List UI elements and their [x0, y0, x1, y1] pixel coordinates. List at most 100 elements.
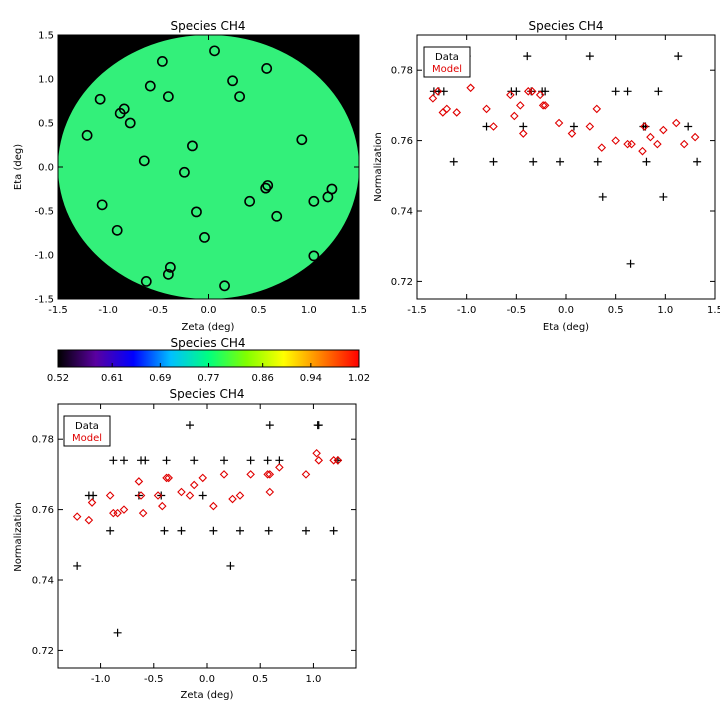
map-detector-circle [234, 91, 246, 102]
eta-data-point [569, 122, 578, 131]
eta-model-point [535, 90, 545, 100]
eta-data-point [623, 87, 632, 96]
map-detector-circle [96, 199, 108, 211]
eta-ticks: -1.5 -1.0 -0.5 0.0 0.5 1.0 1.5 0.72 0.74 0.76 0.78 [391, 35, 720, 316]
map-detector-circle [219, 280, 230, 292]
eta-model-point [653, 139, 662, 149]
eta-model-point [679, 139, 689, 149]
eta-model-point [554, 118, 564, 128]
zeta-data-point [209, 526, 218, 535]
zeta-model-point [119, 505, 129, 514]
eta-model-point [597, 143, 607, 152]
eta-data-point [659, 192, 668, 201]
eta-model-point [489, 122, 498, 131]
zeta-data-point [329, 526, 338, 535]
map-points [81, 45, 338, 292]
eta-data-point [489, 157, 498, 166]
zeta-data-point [73, 561, 82, 570]
eta-model-point [506, 90, 515, 100]
eta-model-point [510, 111, 519, 121]
map-detector-circle [308, 195, 320, 207]
map-detector-circle [138, 155, 150, 167]
eta-data-point [523, 52, 532, 61]
zeta-xtick-label: 0.5 [252, 674, 268, 685]
map-x-label: Zeta (deg) [182, 322, 235, 333]
zeta-model-point [246, 470, 255, 479]
eta-model-point [482, 104, 491, 114]
eta-data-point [556, 157, 565, 166]
zeta-model-point [177, 487, 186, 497]
map-ytick-label: -1.5 [34, 295, 54, 306]
zeta-data-point [160, 526, 169, 535]
zeta-data-point [109, 456, 118, 465]
eta-model-point [540, 101, 550, 110]
map-detector-circle [179, 166, 190, 178]
eta-points [428, 52, 702, 268]
eta-ytick-label: 0.76 [391, 136, 413, 147]
zeta-x-label: Zeta (deg) [181, 690, 234, 701]
eta-model-point [671, 118, 681, 128]
map-detector-circle [199, 231, 210, 243]
zeta-data-point [265, 421, 274, 430]
map-ytick-label: -1.0 [34, 251, 54, 262]
map-detector-circle [162, 91, 174, 102]
map-ytick-label: -0.5 [34, 207, 54, 218]
zeta-data-point [141, 456, 150, 465]
map-field-disc [58, 35, 359, 299]
colorbar-tick-label: 0.77 [197, 373, 219, 384]
map-detector-circle [191, 206, 202, 218]
eta-model-point [428, 94, 438, 103]
map-xtick-label: 0.5 [251, 305, 267, 316]
zeta-model-point [185, 491, 195, 500]
zeta-data-point [220, 456, 229, 465]
colorbar-ticks: 0.52 0.61 0.69 0.77 0.86 0.94 1.02 [47, 363, 370, 384]
zeta-model-point [265, 470, 275, 479]
eta-model-point [538, 101, 548, 110]
map-panel: -1.5 -1.0 -0.5 0.0 0.5 1.0 1.5 -1.5 -1.0 -0.5 0.0 0… [13, 19, 367, 333]
eta-data-point [529, 157, 538, 166]
zeta-model-point [72, 512, 82, 521]
map-xtick-label: 1.0 [301, 305, 317, 316]
colorbar-tick-label: 0.94 [300, 373, 322, 384]
zeta-ytick-label: 0.76 [32, 505, 54, 516]
eta-data-point [654, 87, 663, 96]
map-detector-circle [308, 250, 320, 262]
zeta-ticks: -1.0 -0.5 0.0 0.5 1.0 0.72 0.74 0.76 0.78 [32, 404, 356, 685]
zeta-model-point [263, 470, 272, 479]
eta-title: Species CH4 [528, 19, 603, 33]
eta-xtick-label: -0.5 [507, 305, 527, 316]
zeta-xtick-label: 1.0 [305, 674, 321, 685]
eta-data-point [626, 259, 635, 268]
colorbar-tick-label: 1.02 [348, 373, 370, 384]
zeta-title: Species CH4 [169, 387, 244, 401]
zeta-model-point [87, 498, 97, 507]
map-ticks: -1.5 -1.0 -0.5 0.0 0.5 1.0 1.5 -1.5 -1.0 -0.5 0.0 0… [34, 31, 366, 317]
map-ytick-label: 0.5 [38, 119, 54, 130]
zeta-ytick-label: 0.72 [32, 646, 54, 657]
zeta-xtick-label: 0.0 [199, 674, 215, 685]
zeta-data-point [264, 526, 273, 535]
zeta-y-label: Normalization [13, 502, 24, 572]
zeta-model-point [105, 491, 115, 500]
map-detector-circle [244, 195, 256, 207]
map-detector-circle [261, 63, 273, 74]
map-ytick-label: 1.5 [38, 31, 54, 42]
map-detector-circle [262, 180, 274, 191]
eta-xtick-label: -1.5 [407, 305, 427, 316]
eta-model-point [442, 104, 452, 114]
eta-data-point [519, 122, 528, 131]
map-ytick-label: 1.0 [38, 75, 54, 86]
eta-data-point [541, 87, 550, 96]
map-xtick-label: 1.5 [351, 305, 367, 316]
map-detector-circle [271, 210, 283, 222]
zeta-model-point [164, 473, 173, 483]
zeta-model-point [158, 501, 167, 511]
eta-model-point [433, 87, 443, 96]
eta-y-label: Normalization [373, 132, 384, 202]
map-detector-circle [156, 56, 168, 67]
zeta-model-point [189, 480, 199, 490]
map-detector-circle [81, 129, 93, 141]
zeta-model-point [134, 477, 144, 486]
zeta-xtick-label: -1.0 [91, 674, 111, 685]
